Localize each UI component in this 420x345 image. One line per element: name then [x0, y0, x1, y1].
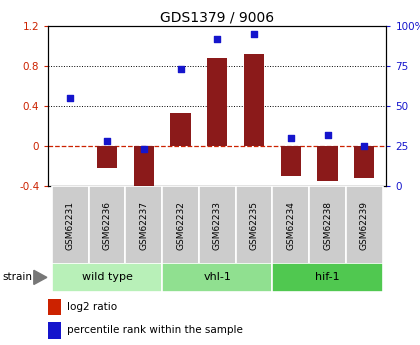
- Bar: [171, 113, 191, 146]
- Bar: [48, 299, 61, 315]
- Bar: [236, 186, 273, 264]
- Point: [361, 144, 368, 149]
- Bar: [281, 146, 301, 176]
- Bar: [48, 322, 61, 339]
- Bar: [309, 186, 346, 264]
- Bar: [162, 263, 273, 292]
- Bar: [52, 186, 89, 264]
- Point: [104, 139, 110, 144]
- Bar: [199, 186, 236, 264]
- Text: GSM62232: GSM62232: [176, 201, 185, 249]
- Point: [214, 36, 221, 41]
- Text: wild type: wild type: [81, 273, 133, 282]
- Bar: [134, 146, 154, 191]
- Text: percentile rank within the sample: percentile rank within the sample: [67, 325, 243, 335]
- Bar: [244, 54, 264, 146]
- Point: [324, 132, 331, 138]
- Text: hif-1: hif-1: [315, 273, 340, 282]
- Text: strain: strain: [2, 273, 32, 282]
- Bar: [207, 58, 228, 146]
- Bar: [162, 186, 199, 264]
- Point: [288, 135, 294, 141]
- Text: GSM62239: GSM62239: [360, 200, 369, 250]
- Text: GSM62234: GSM62234: [286, 201, 295, 249]
- Point: [251, 31, 257, 37]
- Text: GSM62235: GSM62235: [249, 200, 259, 250]
- Bar: [346, 186, 383, 264]
- Text: GSM62238: GSM62238: [323, 200, 332, 250]
- Point: [67, 95, 74, 101]
- Title: GDS1379 / 9006: GDS1379 / 9006: [160, 11, 274, 25]
- Text: GSM62237: GSM62237: [139, 200, 148, 250]
- Bar: [273, 186, 309, 264]
- Bar: [126, 186, 162, 264]
- Point: [177, 67, 184, 72]
- Text: vhl-1: vhl-1: [203, 273, 231, 282]
- Bar: [89, 186, 126, 264]
- Text: log2 ratio: log2 ratio: [67, 302, 117, 312]
- Bar: [273, 263, 383, 292]
- Bar: [52, 263, 162, 292]
- Bar: [354, 146, 375, 178]
- Bar: [318, 146, 338, 181]
- Bar: [97, 146, 117, 168]
- Text: GSM62236: GSM62236: [102, 200, 112, 250]
- Polygon shape: [34, 270, 47, 284]
- Text: GSM62231: GSM62231: [66, 200, 75, 250]
- Point: [141, 147, 147, 152]
- Text: GSM62233: GSM62233: [213, 200, 222, 250]
